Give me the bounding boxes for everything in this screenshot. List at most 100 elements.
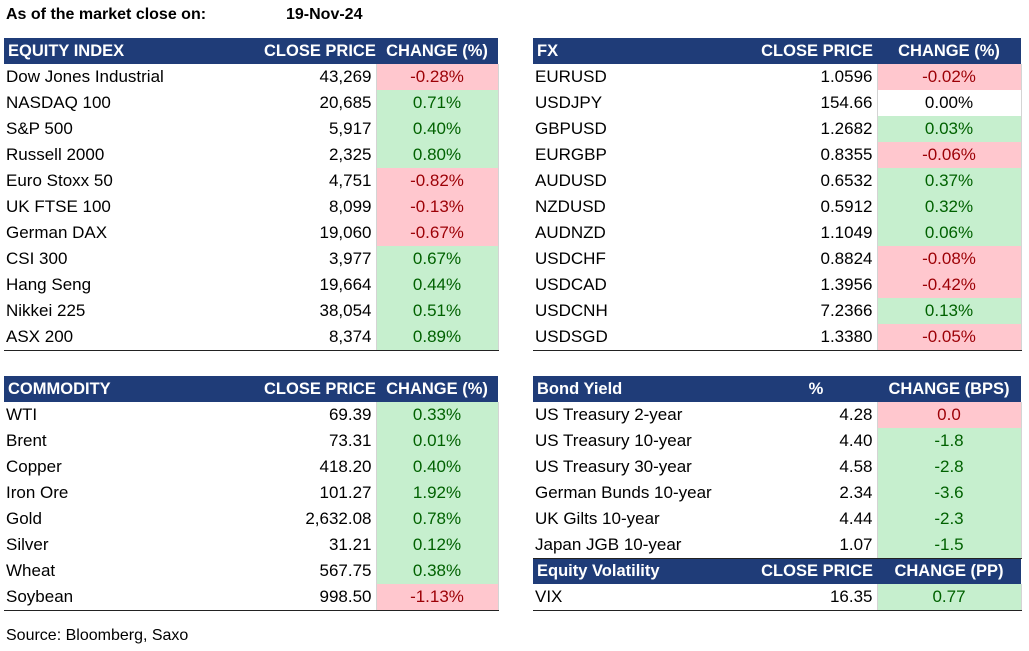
- row-close: 4,751: [328, 171, 372, 190]
- equity-index-table: EQUITY INDEX CLOSE PRICE CHANGE (%) Dow …: [4, 38, 499, 351]
- row-close: 101.27: [319, 483, 372, 502]
- row-change: 0.01%: [375, 428, 499, 454]
- row-change: 0.00%: [876, 90, 1022, 116]
- source-note: Source: Bloomberg, Saxo: [6, 627, 189, 644]
- row-close: 1.07: [755, 532, 877, 559]
- fx-header-close: CLOSE PRICE: [755, 38, 877, 64]
- row-close: 1.3380: [755, 324, 877, 351]
- row-close: 4.44: [839, 509, 873, 528]
- table-row: USDSGD 1.3380 -0.05%: [533, 324, 1022, 351]
- row-close: 69.39: [328, 405, 372, 424]
- row-change: 0.32%: [876, 194, 1022, 220]
- row-close: 1.1049: [820, 223, 873, 242]
- row-close: 43,269: [319, 67, 372, 86]
- row-name: Russell 2000: [6, 145, 105, 164]
- table-row: Euro Stoxx 50 4,751 -0.82%: [4, 168, 499, 194]
- row-name: AUDUSD: [535, 171, 607, 190]
- as-of-date: 19-Nov-24: [286, 6, 363, 23]
- table-row: NASDAQ 100 20,685 0.71%: [4, 90, 499, 116]
- row-change: -1.8: [876, 428, 1022, 454]
- table-row: Nikkei 225 38,054 0.51%: [4, 298, 499, 324]
- row-name: GBPUSD: [535, 119, 607, 138]
- table-row: Gold 2,632.08 0.78%: [4, 506, 499, 532]
- row-change: 0.80%: [375, 142, 499, 168]
- commodity-header-row: COMMODITY CLOSE PRICE CHANGE (%): [4, 376, 498, 402]
- table-row: EURUSD 1.0596 -0.02%: [533, 64, 1022, 90]
- row-close: 2,632.08: [305, 509, 372, 528]
- row-name: German Bunds 10-year: [535, 483, 712, 502]
- row-close: 0.6532: [820, 171, 873, 190]
- row-name: US Treasury 2-year: [535, 405, 683, 424]
- row-change: 0.78%: [375, 506, 499, 532]
- as-of-label: As of the market close on:: [6, 6, 207, 23]
- table-row: CSI 300 3,977 0.67%: [4, 246, 499, 272]
- row-name: Silver: [6, 535, 49, 554]
- table-row: Japan JGB 10-year 1.07 -1.5: [533, 532, 1022, 559]
- volatility-header-row: Equity Volatility CLOSE PRICE CHANGE (PP…: [533, 558, 1021, 584]
- row-name: USDJPY: [535, 93, 603, 112]
- row-close: 31.21: [328, 535, 372, 554]
- row-name: EURGBP: [535, 145, 607, 164]
- row-close: 19,664: [319, 275, 372, 294]
- row-name: USDSGD: [533, 324, 755, 351]
- row-change: 0.13%: [876, 298, 1022, 324]
- row-name: Dow Jones Industrial: [6, 67, 164, 86]
- row-close: 2.34: [839, 483, 873, 502]
- row-close: 2,325: [328, 145, 372, 164]
- row-name: AUDNZD: [535, 223, 606, 242]
- row-change: 0.33%: [375, 402, 499, 428]
- table-row: Iron Ore 101.27 1.92%: [4, 480, 499, 506]
- row-name: EURUSD: [535, 67, 607, 86]
- table-row: UK Gilts 10-year 4.44 -2.3: [533, 506, 1022, 532]
- commodity-rows: WTI 69.39 0.33% Brent 73.31 0.01% Copper 418.20…: [4, 402, 499, 611]
- equity-rows: Dow Jones Industrial 43,269 -0.28% NASDAQ 1…: [4, 64, 499, 351]
- row-name: WTI: [6, 405, 38, 424]
- row-close: 4.40: [839, 431, 873, 450]
- bond-header-change: CHANGE (BPS): [877, 376, 1021, 402]
- bond-rows: US Treasury 2-year 4.28 0.0 US Treasury 10-…: [533, 402, 1022, 559]
- row-name: German DAX: [6, 223, 108, 242]
- row-close: 7.2366: [820, 301, 873, 320]
- fx-header-row: FX CLOSE PRICE CHANGE (%): [533, 38, 1021, 64]
- row-change: 0.40%: [375, 454, 499, 480]
- row-name: Nikkei 225: [6, 301, 86, 320]
- row-change: -0.82%: [375, 168, 499, 194]
- row-name: VIX: [533, 584, 755, 611]
- row-close: 5,917: [328, 119, 372, 138]
- row-close: 154.66: [820, 93, 873, 112]
- fx-header-name: FX: [533, 38, 755, 64]
- row-name: S&P 500: [6, 119, 73, 138]
- table-row: GBPUSD 1.2682 0.03%: [533, 116, 1022, 142]
- row-change: 0.38%: [375, 558, 499, 584]
- row-change: -0.05%: [876, 324, 1022, 351]
- table-row: UK FTSE 100 8,099 -0.13%: [4, 194, 499, 220]
- row-change: -2.8: [876, 454, 1022, 480]
- table-row: Hang Seng 19,664 0.44%: [4, 272, 499, 298]
- table-row: US Treasury 2-year 4.28 0.0: [533, 402, 1022, 428]
- bond-header-name: Bond Yield: [533, 376, 755, 402]
- volatility-rows: VIX 16.35 0.77: [533, 584, 1022, 611]
- equity-header-name: EQUITY INDEX: [4, 38, 260, 64]
- row-change: 0.12%: [375, 532, 499, 558]
- row-change: -0.28%: [375, 64, 499, 90]
- row-close: 418.20: [319, 457, 372, 476]
- row-name: US Treasury 10-year: [535, 431, 692, 450]
- row-change: 0.37%: [876, 168, 1022, 194]
- table-row: Copper 418.20 0.40%: [4, 454, 499, 480]
- volatility-header-name: Equity Volatility: [533, 558, 755, 584]
- table-row: AUDNZD 1.1049 0.06%: [533, 220, 1022, 246]
- row-close: 1.3956: [820, 275, 873, 294]
- row-name: Hang Seng: [6, 275, 92, 294]
- commodity-table: COMMODITY CLOSE PRICE CHANGE (%) WTI 69.3…: [4, 376, 499, 611]
- row-change: 0.67%: [375, 246, 499, 272]
- row-change: -1.13%: [375, 584, 499, 611]
- row-name: CSI 300: [6, 249, 68, 268]
- row-name: Copper: [6, 457, 62, 476]
- row-close: 567.75: [319, 561, 372, 580]
- row-change: 0.03%: [876, 116, 1022, 142]
- equity-header-close: CLOSE PRICE: [260, 38, 376, 64]
- row-close: 73.31: [328, 431, 372, 450]
- row-change: -0.13%: [375, 194, 499, 220]
- row-close: 0.5912: [820, 197, 873, 216]
- commodity-header-close: CLOSE PRICE: [260, 376, 376, 402]
